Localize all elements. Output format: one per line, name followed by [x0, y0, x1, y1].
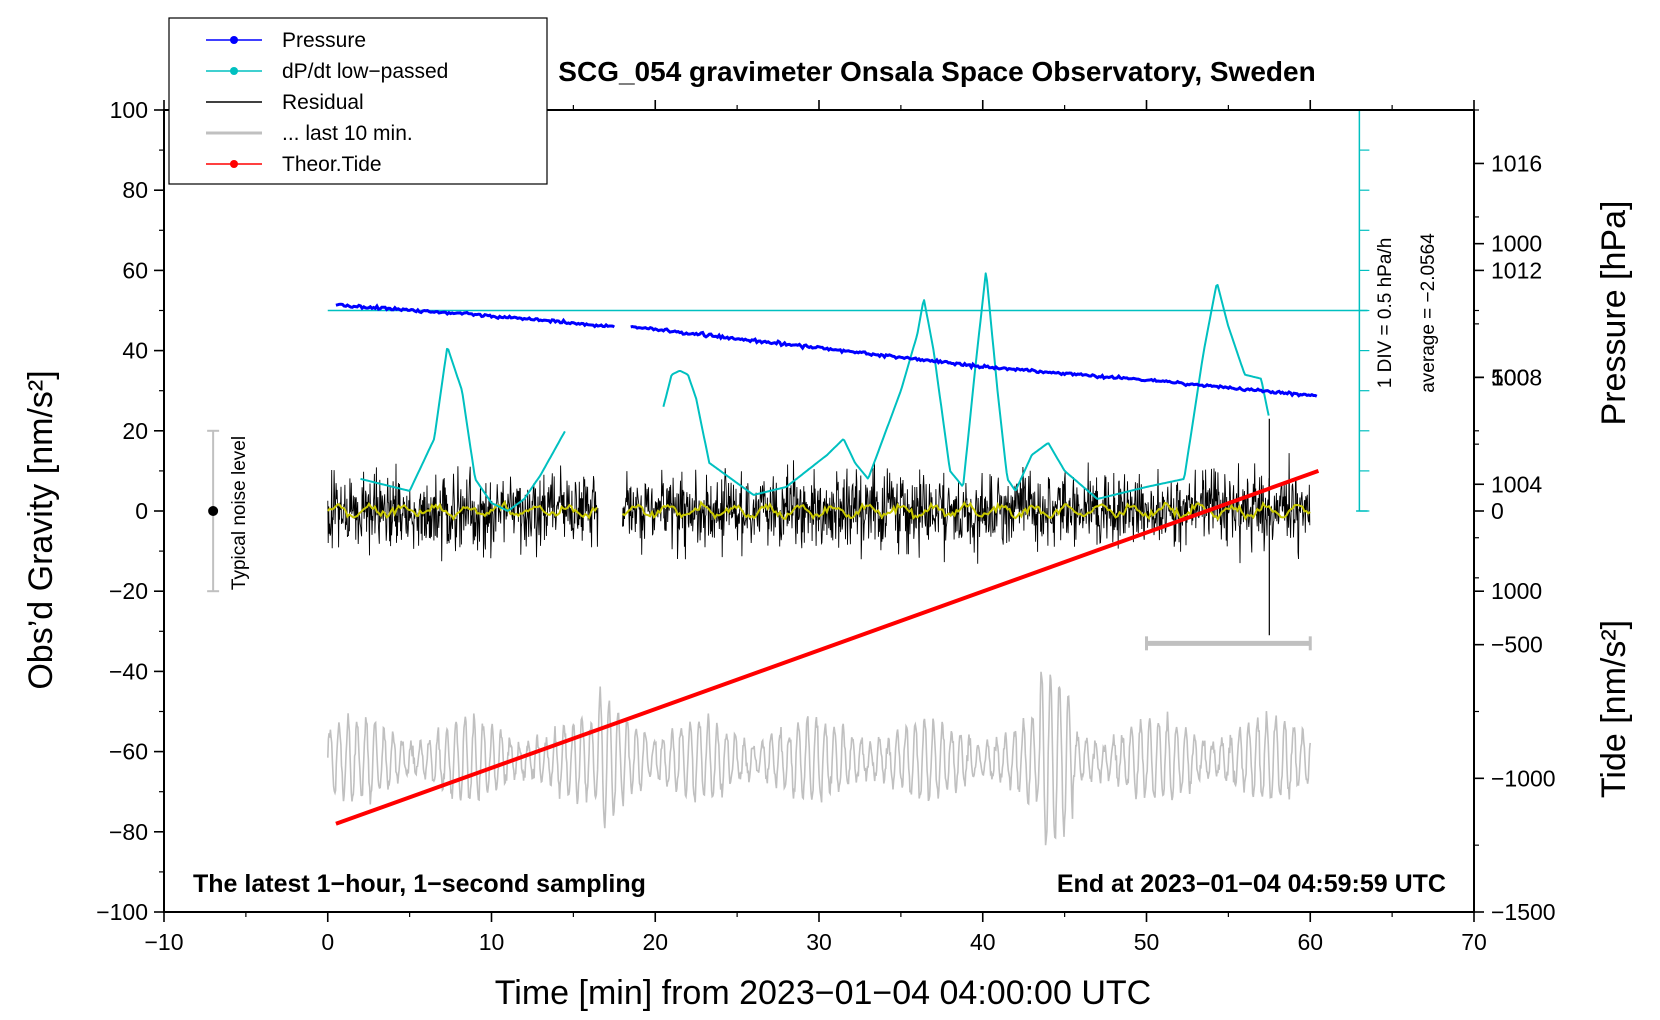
- series-layer: [207, 109, 1370, 846]
- legend-swatch-marker: [230, 36, 238, 44]
- x-tick-label: 0: [321, 929, 334, 955]
- noise-level-dot: [208, 506, 219, 516]
- legend-box: [168, 17, 548, 185]
- tide-tick-label: 1000: [1491, 231, 1542, 257]
- y-tick-label: −60: [109, 739, 148, 765]
- legend-label: Pressure: [282, 29, 366, 52]
- pressure-tick-label: 1016: [1491, 150, 1542, 176]
- pressure-tick-label: 1004: [1491, 471, 1542, 497]
- legend-swatch-marker: [230, 160, 238, 168]
- residual-smoothed-trace-1: [327, 499, 598, 521]
- y-tick-label: 20: [122, 418, 148, 444]
- legend-swatch-marker: [230, 67, 238, 75]
- x-tick-label: 40: [970, 929, 996, 955]
- dpdt-average-label: average = −2.0564: [1418, 233, 1439, 393]
- y-tick-label: 60: [122, 257, 148, 283]
- noise-level-label: Typical noise level: [229, 436, 250, 590]
- tide-tick-label: −1000: [1491, 765, 1556, 791]
- legend: Pressure dP/dt low−passed Residual ... last…: [168, 17, 548, 185]
- legend-label: Theor.Tide: [282, 153, 382, 176]
- x-tick-label: −10: [144, 929, 183, 955]
- residual-trace-1: [327, 463, 599, 562]
- end-time-note: End at 2023−01−04 04:59:59 UTC: [1057, 870, 1446, 898]
- tide-tick-label: 500: [1491, 364, 1529, 390]
- legend-label: Residual: [282, 91, 364, 114]
- y-tick-label: −40: [109, 658, 148, 684]
- x-tick-label: 70: [1461, 929, 1487, 955]
- dpdt-trace-1: [360, 347, 566, 512]
- x-tick-label: 20: [642, 929, 668, 955]
- pressure-axis-title: Pressure [hPa]: [1595, 201, 1633, 426]
- y-tick-label: −100: [96, 899, 148, 925]
- y-tick-label: 100: [110, 97, 148, 123]
- last-10-min-trace: [327, 671, 1311, 846]
- legend-label: dP/dt low−passed: [282, 60, 448, 83]
- y-tick-label: 80: [122, 177, 148, 203]
- x-tick-label: 30: [806, 929, 832, 955]
- x-tick-label: 60: [1297, 929, 1323, 955]
- y-tick-label: 40: [122, 338, 148, 364]
- pressure-tick-label: 1012: [1491, 257, 1542, 283]
- residual-trace-2: [622, 453, 1311, 564]
- theor-tide-trace: [335, 469, 1320, 826]
- axes-layer: −10 0 10 20 30 40 50 60 70−100−80−60−40−20020406…: [96, 97, 1555, 955]
- tide-tick-label: −500: [1491, 632, 1543, 658]
- tide-axis-title: Tide [nm/s²]: [1595, 620, 1633, 798]
- y-tick-label: −80: [109, 819, 148, 845]
- pressure-trace-2: [630, 324, 1318, 398]
- x-tick-label: 50: [1134, 929, 1160, 955]
- residual-smoothed-trace-2: [621, 500, 1311, 522]
- sampling-note: The latest 1−hour, 1−second sampling: [193, 870, 646, 898]
- y-tick-label: −20: [109, 578, 148, 604]
- pressure-trace-1: [335, 302, 616, 329]
- y-axis-title: Obs’d Gravity [nm/s²]: [22, 370, 60, 689]
- x-tick-label: 10: [479, 929, 505, 955]
- chart-title: SCG_054 gravimeter Onsala Space Observat…: [558, 56, 1315, 87]
- tide-tick-label: 0: [1491, 498, 1504, 524]
- dpdt-trace-2: [662, 272, 1270, 500]
- tide-tick-label: −1500: [1491, 899, 1556, 925]
- legend-label: ... last 10 min.: [282, 122, 413, 145]
- dpdt-scale-label: 1 DIV = 0.5 hPa/h: [1375, 238, 1396, 389]
- x-axis-title: Time [min] from 2023−01−04 04:00:00 UTC: [495, 974, 1151, 1012]
- y-tick-label: 0: [135, 498, 148, 524]
- pressure-tick-label: 1000: [1491, 578, 1542, 604]
- pressure-tick-label: 1008: [1491, 364, 1542, 390]
